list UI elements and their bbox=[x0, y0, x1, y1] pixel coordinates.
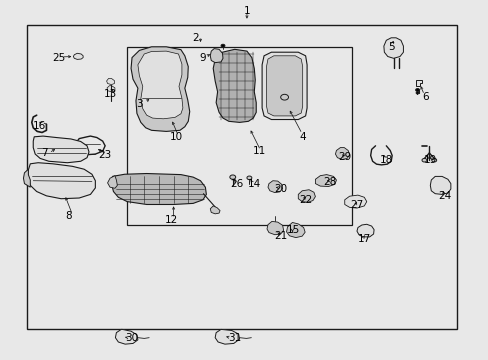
Text: 3: 3 bbox=[136, 99, 142, 109]
Polygon shape bbox=[213, 49, 256, 122]
Text: 15: 15 bbox=[286, 225, 300, 235]
Text: 22: 22 bbox=[298, 195, 312, 205]
Circle shape bbox=[415, 89, 419, 91]
Text: 29: 29 bbox=[337, 152, 351, 162]
Polygon shape bbox=[267, 181, 282, 193]
Polygon shape bbox=[344, 195, 366, 208]
Text: 2: 2 bbox=[192, 33, 199, 43]
Circle shape bbox=[415, 92, 418, 94]
Text: 19: 19 bbox=[423, 155, 436, 165]
Polygon shape bbox=[138, 51, 183, 119]
Polygon shape bbox=[73, 53, 83, 59]
Polygon shape bbox=[262, 52, 306, 120]
Polygon shape bbox=[106, 78, 114, 85]
Text: 7: 7 bbox=[41, 148, 47, 158]
Text: 5: 5 bbox=[387, 42, 394, 52]
Polygon shape bbox=[210, 49, 223, 63]
Text: 8: 8 bbox=[65, 211, 72, 221]
Polygon shape bbox=[298, 190, 315, 202]
Text: 16: 16 bbox=[32, 121, 46, 131]
Polygon shape bbox=[111, 174, 206, 204]
Circle shape bbox=[431, 158, 436, 162]
Polygon shape bbox=[429, 176, 450, 194]
Bar bbox=[27, 25, 456, 329]
Text: 11: 11 bbox=[252, 146, 265, 156]
Text: 9: 9 bbox=[199, 53, 206, 63]
Text: 30: 30 bbox=[125, 333, 138, 343]
Polygon shape bbox=[356, 224, 373, 237]
Text: 12: 12 bbox=[164, 215, 178, 225]
Text: 27: 27 bbox=[349, 200, 363, 210]
Polygon shape bbox=[315, 175, 336, 186]
Text: 26: 26 bbox=[230, 179, 244, 189]
Polygon shape bbox=[33, 136, 89, 163]
Text: 6: 6 bbox=[421, 92, 428, 102]
Polygon shape bbox=[383, 38, 403, 58]
Polygon shape bbox=[266, 221, 283, 235]
Text: 25: 25 bbox=[52, 53, 65, 63]
Text: 21: 21 bbox=[274, 231, 287, 241]
Polygon shape bbox=[107, 86, 115, 92]
Text: 14: 14 bbox=[247, 179, 261, 189]
Polygon shape bbox=[131, 47, 189, 131]
Polygon shape bbox=[210, 206, 220, 214]
Polygon shape bbox=[286, 222, 305, 238]
Polygon shape bbox=[415, 80, 421, 86]
Bar bbox=[127, 47, 351, 225]
Text: 23: 23 bbox=[98, 150, 112, 160]
Text: 17: 17 bbox=[357, 234, 370, 244]
Polygon shape bbox=[115, 329, 138, 344]
Polygon shape bbox=[107, 176, 117, 188]
Text: 20: 20 bbox=[274, 184, 287, 194]
Text: 28: 28 bbox=[323, 177, 336, 187]
Text: 10: 10 bbox=[169, 132, 182, 142]
Polygon shape bbox=[335, 148, 349, 159]
Text: 4: 4 bbox=[299, 132, 306, 142]
Circle shape bbox=[221, 44, 224, 47]
Polygon shape bbox=[215, 329, 239, 344]
Text: 1: 1 bbox=[243, 6, 250, 16]
Polygon shape bbox=[266, 56, 302, 116]
Circle shape bbox=[280, 94, 288, 100]
Circle shape bbox=[421, 158, 426, 162]
Circle shape bbox=[246, 176, 251, 180]
Text: 13: 13 bbox=[103, 89, 117, 99]
Polygon shape bbox=[23, 169, 30, 187]
Text: 24: 24 bbox=[437, 191, 451, 201]
Text: 31: 31 bbox=[227, 333, 241, 343]
Text: 18: 18 bbox=[379, 155, 392, 165]
Circle shape bbox=[229, 175, 235, 179]
Polygon shape bbox=[28, 163, 95, 199]
